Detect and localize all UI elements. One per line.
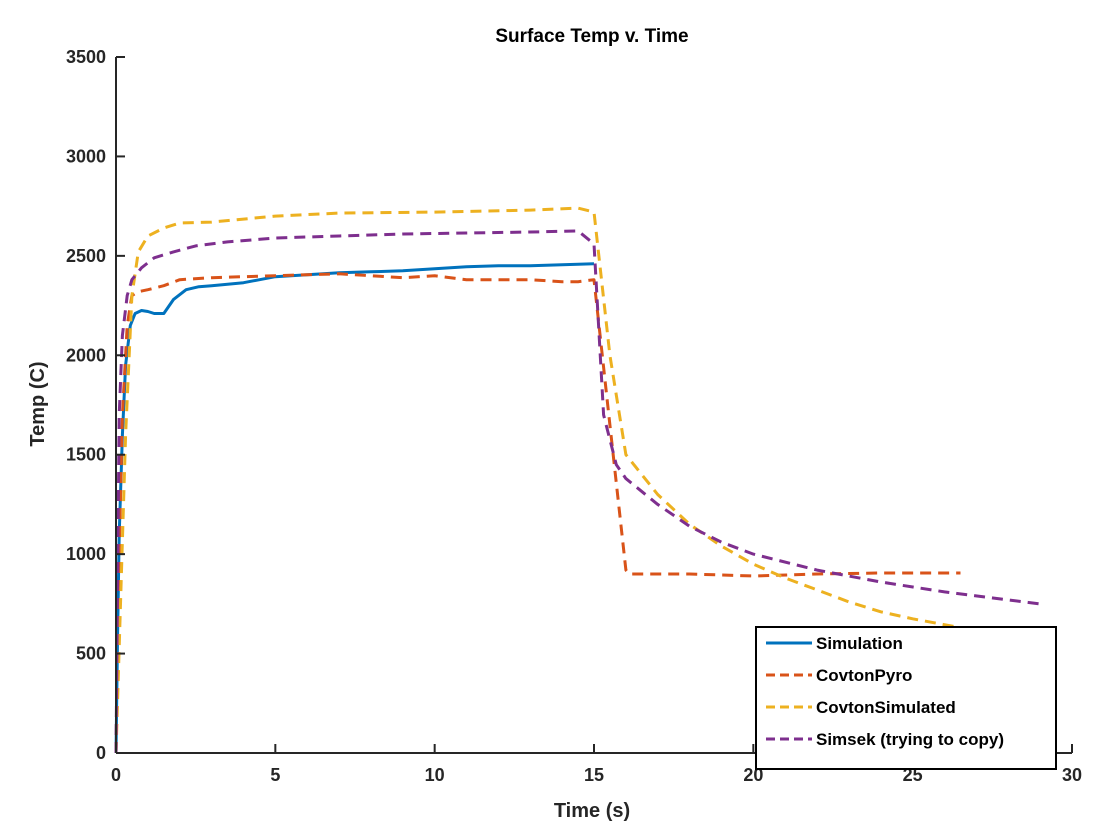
x-tick-label-1: 5 <box>270 765 280 785</box>
legend-label-0: Simulation <box>816 634 903 653</box>
chart-title: Surface Temp v. Time <box>495 26 688 47</box>
series-line-3 <box>114 229 1041 754</box>
x-tick-label-0: 0 <box>111 765 121 785</box>
x-axis-title: Time (s) <box>554 800 630 822</box>
y-tick-label-7: 3500 <box>66 47 106 67</box>
y-tick-label-1: 500 <box>76 644 106 664</box>
series-layer <box>114 206 1041 754</box>
series-line-2 <box>114 206 961 754</box>
x-tick-label-6: 30 <box>1062 765 1082 785</box>
y-tick-label-3: 1500 <box>66 445 106 465</box>
y-tick-label-6: 3000 <box>66 146 106 166</box>
legend-label-1: CovtonPyro <box>816 666 912 685</box>
y-tick-label-0: 0 <box>96 743 106 763</box>
y-tick-label-5: 2500 <box>66 246 106 266</box>
x-tick-label-3: 15 <box>584 765 604 785</box>
series-line-1 <box>114 272 961 754</box>
y-axis-title: Temp (C) <box>27 361 49 446</box>
legend-label-3: Simsek (trying to copy) <box>816 730 1004 749</box>
legend-label-2: CovtonSimulated <box>816 698 956 717</box>
y-tick-label-4: 2000 <box>66 345 106 365</box>
legend: Simulation CovtonPyro CovtonSimulated Simse… <box>755 626 1057 770</box>
x-tick-label-2: 10 <box>425 765 445 785</box>
legend-box <box>755 626 1057 770</box>
y-tick-label-2: 1000 <box>66 544 106 564</box>
